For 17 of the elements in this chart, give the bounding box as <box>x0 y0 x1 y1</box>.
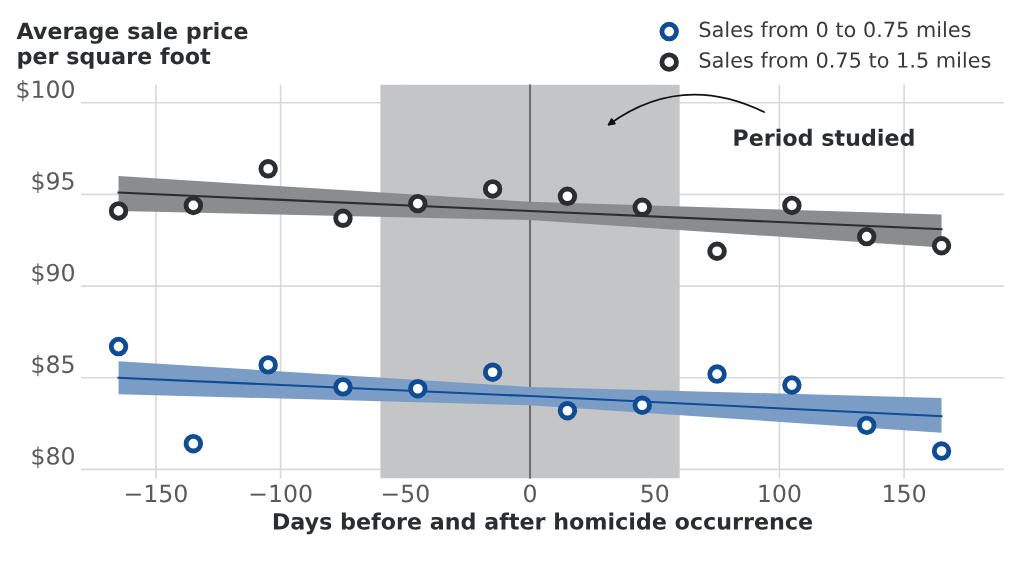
legend-label: Sales from 0.75 to 1.5 miles <box>699 51 991 68</box>
y-axis-title: Average sale price per square foot <box>16 22 248 69</box>
annotation: Period studied <box>734 128 914 147</box>
y-tick-label: $95 <box>32 171 74 193</box>
y-tick-label: $80 <box>32 446 74 468</box>
y-tick-label: $90 <box>32 263 74 285</box>
x-tick-label: −100 <box>250 484 312 503</box>
legend-label: Sales from 0 to 0.75 miles <box>699 21 971 38</box>
y-tick-label: $100 <box>17 79 74 102</box>
x-tick-label: 100 <box>759 484 801 503</box>
x-tick-label: 50 <box>641 484 669 503</box>
x-tick-label: −150 <box>126 484 187 503</box>
x-tick-label: 150 <box>884 484 926 503</box>
y-tick-label: $85 <box>32 354 74 377</box>
x-axis-title: Days before and after homicide occurrence <box>273 512 813 535</box>
x-tick-label: 0 <box>524 484 536 503</box>
x-tick-label: −50 <box>382 484 429 503</box>
